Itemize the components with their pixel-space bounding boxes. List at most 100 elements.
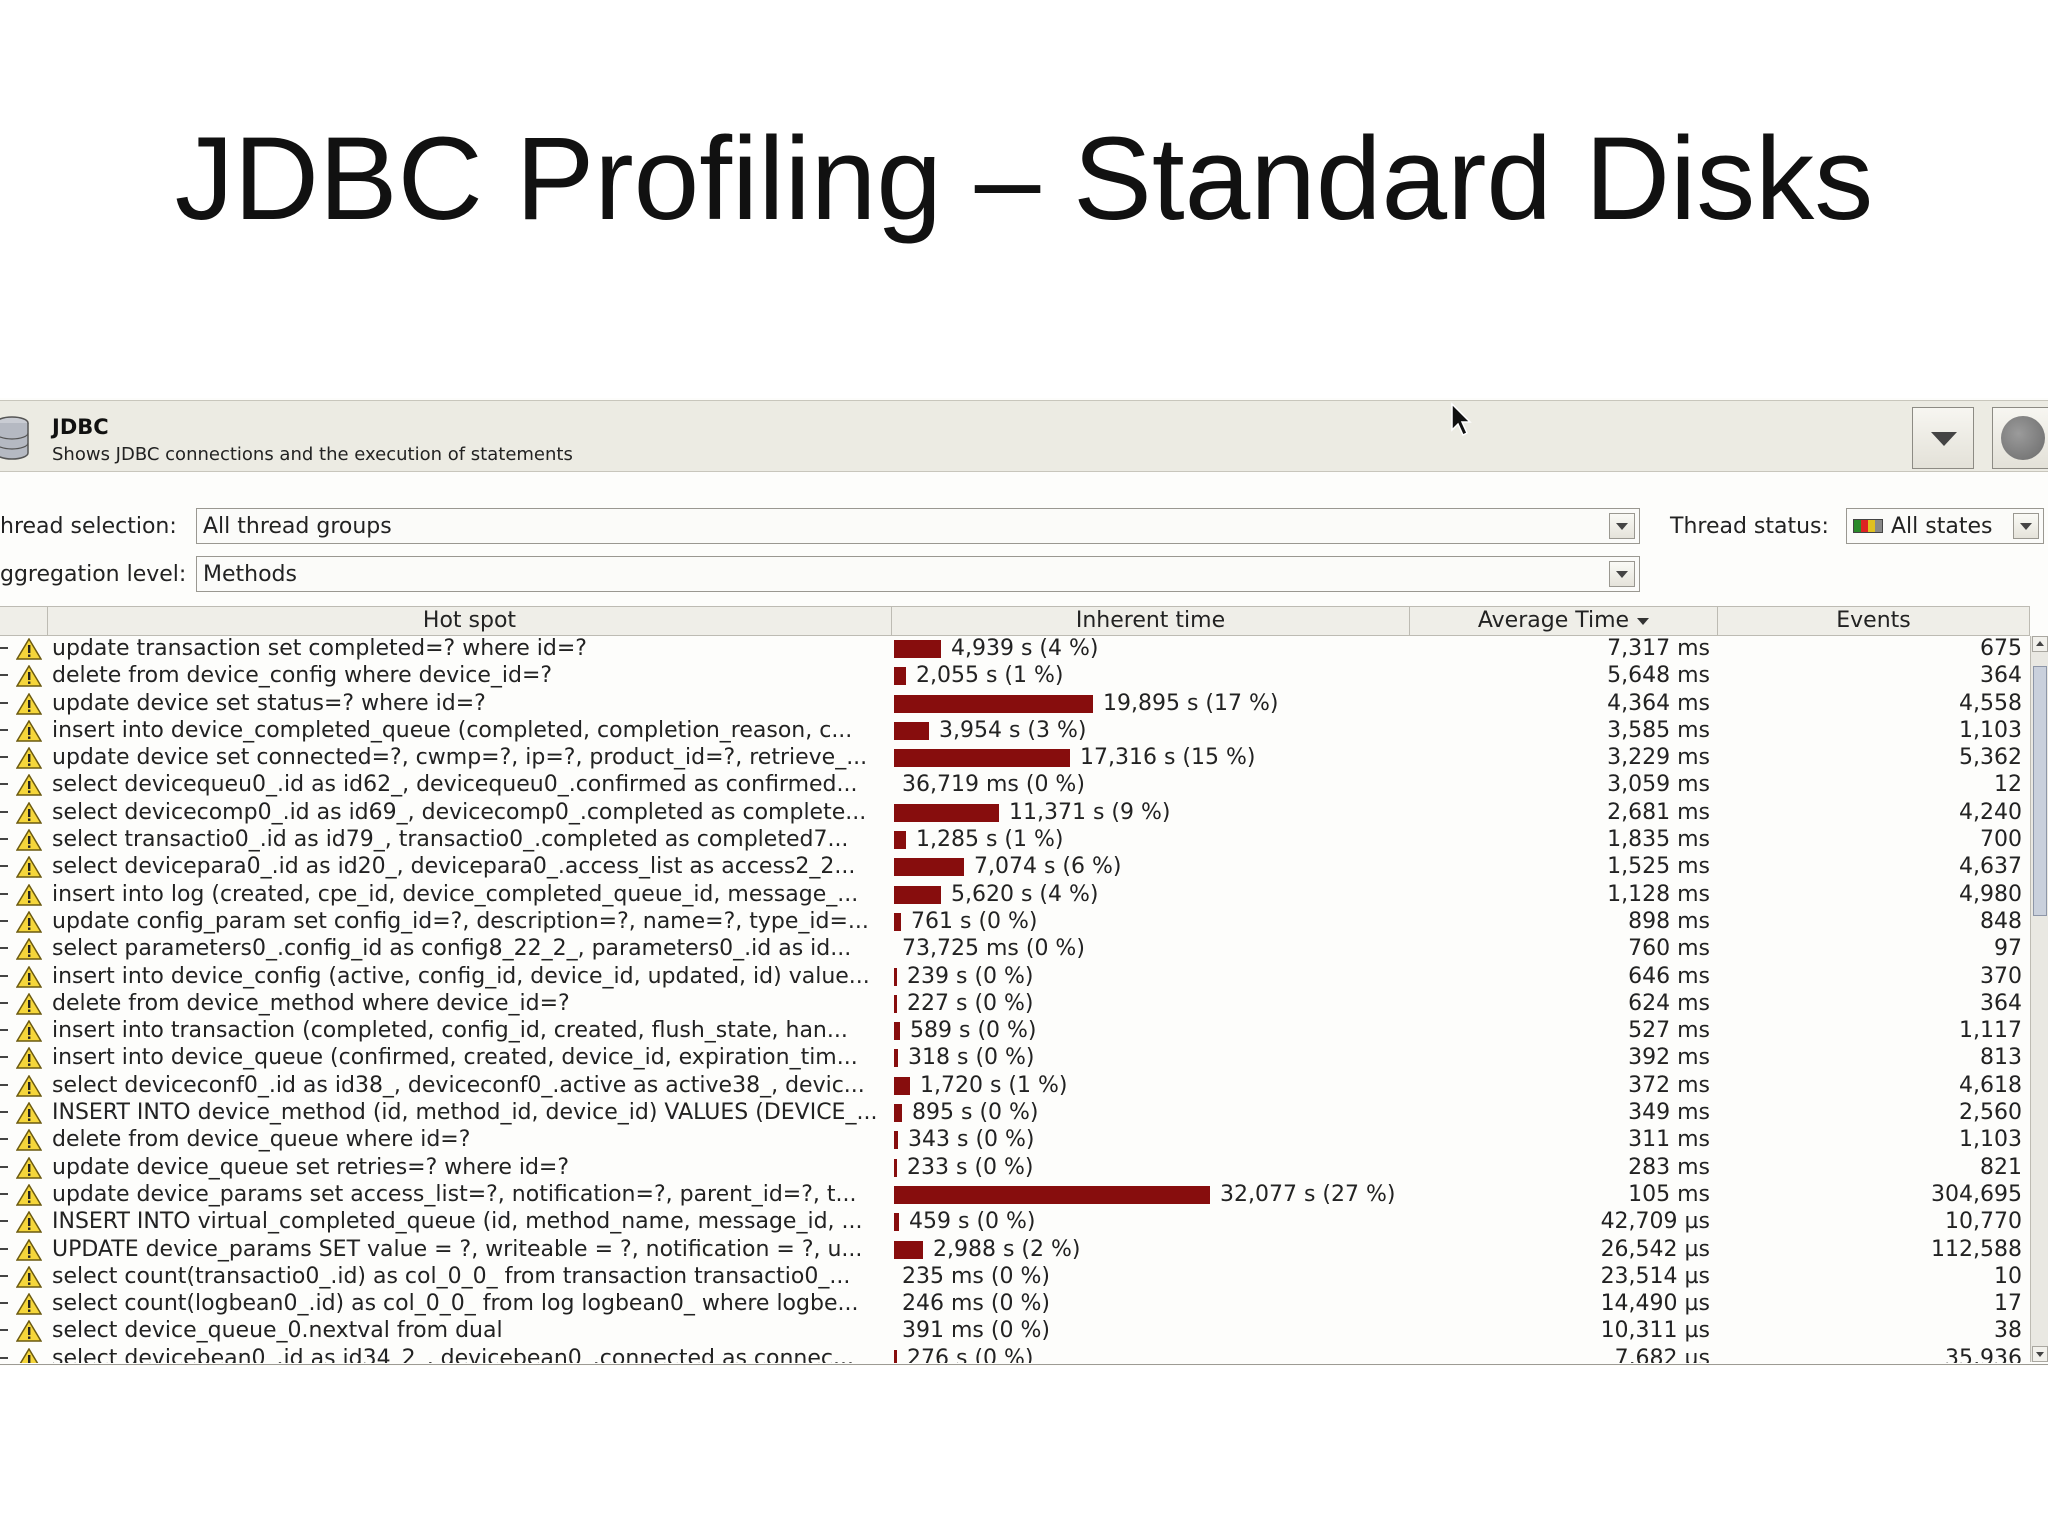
tree-expander-icon[interactable] xyxy=(0,974,8,977)
tree-expander-icon[interactable] xyxy=(0,783,8,786)
view-title: JDBC xyxy=(52,415,109,439)
table-row[interactable]: update config_param set config_id=?, des… xyxy=(0,908,2030,935)
inherent-time-value: 343 s (0 %) xyxy=(908,1127,1035,1153)
table-row[interactable]: select devicecomp0_.id as id69_, devicec… xyxy=(0,799,2030,826)
table-row[interactable]: delete from device_queue where id=? 343 s… xyxy=(0,1126,2030,1153)
tree-expander-icon[interactable] xyxy=(0,1056,8,1059)
table-row[interactable]: insert into device_queue (confirmed, cre… xyxy=(0,1044,2030,1071)
tree-expander-icon[interactable] xyxy=(0,919,8,922)
tree-expander-icon[interactable] xyxy=(0,674,8,677)
warning-icon xyxy=(16,1293,42,1315)
column-header-inherent-time[interactable]: Inherent time xyxy=(892,607,1410,635)
chevron-down-icon[interactable] xyxy=(1609,513,1635,539)
table-row[interactable]: insert into device_config (active, confi… xyxy=(0,963,2030,990)
tree-expander-icon[interactable] xyxy=(0,1329,8,1332)
column-header-average-time[interactable]: Average Time xyxy=(1410,607,1718,635)
table-row[interactable]: delete from device_config where device_i… xyxy=(0,662,2030,689)
tree-expander-icon[interactable] xyxy=(0,1138,8,1141)
tree-expander-icon[interactable] xyxy=(0,1165,8,1168)
table-row[interactable]: update transaction set completed=? where… xyxy=(0,635,2030,662)
average-time-value: 760 ms xyxy=(1628,936,1710,962)
tree-expander-icon[interactable] xyxy=(0,1029,8,1032)
table-row[interactable]: insert into log (created, cpe_id, device… xyxy=(0,881,2030,908)
warning-icon xyxy=(16,747,42,769)
table-row[interactable]: delete from device_method where device_i… xyxy=(0,990,2030,1017)
tree-expander-icon[interactable] xyxy=(0,756,8,759)
record-button[interactable] xyxy=(1992,407,2048,469)
thread-status-dropdown[interactable]: All states xyxy=(1846,508,2044,544)
tree-expander-icon[interactable] xyxy=(0,1220,8,1223)
tree-expander-icon[interactable] xyxy=(0,647,8,649)
tree-expander-icon[interactable] xyxy=(0,1192,8,1195)
hotspot-statement: select count(transactio0_.id) as col_0_0… xyxy=(52,1263,851,1289)
table-row[interactable]: update device_params set access_list=?, … xyxy=(0,1181,2030,1208)
average-time-value: 349 ms xyxy=(1628,1100,1710,1126)
table-row[interactable]: INSERT INTO virtual_completed_queue (id,… xyxy=(0,1208,2030,1235)
aggregation-level-dropdown[interactable]: Methods xyxy=(196,556,1640,592)
column-header-events[interactable]: Events xyxy=(1718,607,2030,635)
hotspot-statement: delete from device_queue where id=? xyxy=(52,1127,471,1153)
tree-expander-icon[interactable] xyxy=(0,728,8,731)
hotspot-statement: select transactio0_.id as id79_, transac… xyxy=(52,827,849,853)
tree-expander-icon[interactable] xyxy=(0,838,8,841)
table-row[interactable]: select deviceconf0_.id as id38_, devicec… xyxy=(0,1072,2030,1099)
tree-expander-icon[interactable] xyxy=(0,892,8,895)
inherent-time-bar xyxy=(894,1076,910,1095)
hotspot-statement: update transaction set completed=? where… xyxy=(52,636,587,661)
inherent-time-bar xyxy=(894,1104,902,1123)
hotspot-statement: update device set connected=?, cwmp=?, i… xyxy=(52,745,868,771)
table-row[interactable]: select count(transactio0_.id) as col_0_0… xyxy=(0,1263,2030,1290)
table-row[interactable]: insert into transaction (completed, conf… xyxy=(0,1017,2030,1044)
table-row[interactable]: select count(logbean0_.id) as col_0_0_ f… xyxy=(0,1290,2030,1317)
table-row[interactable]: INSERT INTO device_method (id, method_id… xyxy=(0,1099,2030,1126)
tree-expander-icon[interactable] xyxy=(0,810,8,813)
tree-expander-icon[interactable] xyxy=(0,1302,8,1305)
thread-status-value: All states xyxy=(1891,514,1993,539)
table-row[interactable]: select parameters0_.config_id as config8… xyxy=(0,935,2030,962)
inherent-time-bar xyxy=(894,1022,900,1041)
tree-expander-icon[interactable] xyxy=(0,1111,8,1114)
scroll-up-icon[interactable] xyxy=(2032,636,2048,652)
table-row[interactable]: select transactio0_.id as id79_, transac… xyxy=(0,826,2030,853)
column-header-hotspot[interactable]: Hot spot xyxy=(48,607,892,635)
chevron-down-icon[interactable] xyxy=(2013,513,2039,539)
tree-expander-icon[interactable] xyxy=(0,701,8,704)
tree-expander-icon[interactable] xyxy=(0,1356,8,1359)
table-row[interactable]: select devicebean0_.id as id34_2_, devic… xyxy=(0,1345,2030,1363)
thread-selection-dropdown[interactable]: All thread groups xyxy=(196,508,1640,544)
tree-expander-icon[interactable] xyxy=(0,1274,8,1277)
chevron-down-icon xyxy=(1931,432,1957,446)
tree-expander-icon[interactable] xyxy=(0,1083,8,1086)
inherent-time-bar xyxy=(894,1185,1210,1204)
inherent-time-bar xyxy=(894,803,999,822)
inherent-time-bar xyxy=(894,994,897,1013)
average-time-value: 646 ms xyxy=(1628,963,1710,989)
scrollbar-thumb[interactable] xyxy=(2033,666,2047,916)
scroll-down-icon[interactable] xyxy=(2032,1346,2048,1362)
warning-icon xyxy=(16,856,42,879)
events-value: 700 xyxy=(1980,827,2022,853)
table-row[interactable]: select devicepara0_.id as id20_, devicep… xyxy=(0,853,2030,880)
table-row[interactable]: select device_queue_0.nextval from dual 3… xyxy=(0,1317,2030,1344)
tree-expander-icon[interactable] xyxy=(0,1247,8,1250)
table-row[interactable]: update device set status=? where id=? 19,… xyxy=(0,690,2030,717)
thread-status-label: Thread status: xyxy=(1670,514,1829,539)
hotspot-statement: insert into transaction (completed, conf… xyxy=(52,1018,848,1044)
tree-expander-icon[interactable] xyxy=(0,947,8,950)
table-row[interactable]: select devicequeu0_.id as id62_, deviceq… xyxy=(0,771,2030,798)
vertical-scrollbar[interactable] xyxy=(2030,636,2048,1362)
inherent-time-bar xyxy=(894,831,906,850)
table-row[interactable]: UPDATE device_params SET value = ?, writ… xyxy=(0,1236,2030,1263)
record-icon xyxy=(2001,416,2045,460)
view-menu-button[interactable] xyxy=(1912,407,1974,469)
events-value: 2,560 xyxy=(1959,1100,2022,1126)
table-row[interactable]: update device_queue set retries=? where … xyxy=(0,1154,2030,1181)
tree-expander-icon[interactable] xyxy=(0,865,8,868)
table-row[interactable]: insert into device_completed_queue (comp… xyxy=(0,717,2030,744)
chevron-down-icon[interactable] xyxy=(1609,561,1635,587)
tree-expander-icon[interactable] xyxy=(0,1001,8,1004)
table-row[interactable]: update device set connected=?, cwmp=?, i… xyxy=(0,744,2030,771)
inherent-time-value: 589 s (0 %) xyxy=(910,1018,1037,1044)
events-value: 304,695 xyxy=(1931,1181,2022,1207)
warning-icon xyxy=(16,1211,42,1233)
